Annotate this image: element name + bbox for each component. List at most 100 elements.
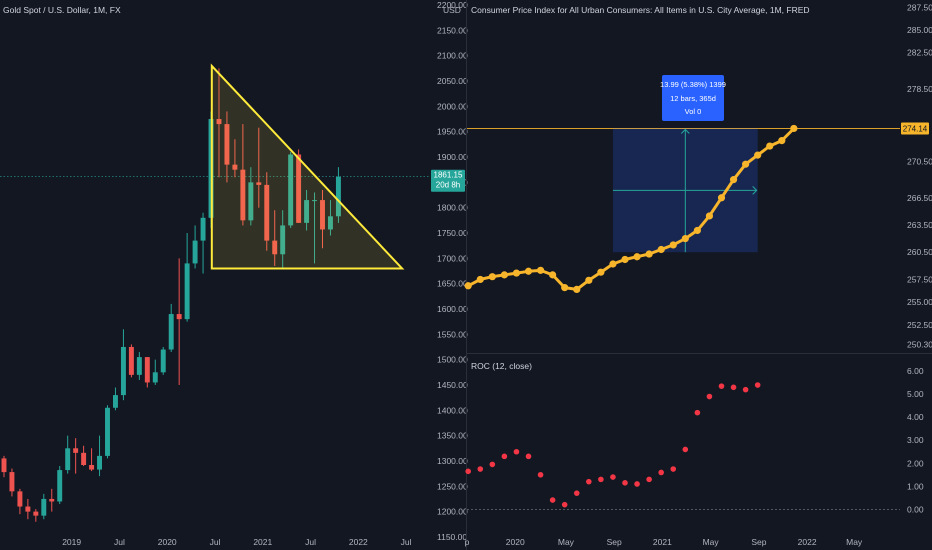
roc-y-tick-label: 4.00 — [907, 412, 924, 422]
gold-y-tick-label: 1400.00 — [437, 405, 468, 415]
gold-y-tick-label: 1950.00 — [437, 127, 468, 137]
gold-candle-body — [200, 217, 206, 241]
roc-y-tick-label: 6.00 — [907, 366, 924, 376]
gold-candle-body — [65, 448, 71, 471]
cpi-data-point — [585, 276, 593, 284]
gold-candle-body — [97, 455, 103, 470]
gold-candle-body — [73, 448, 79, 453]
cpi-data-point — [561, 283, 569, 292]
gold-currency-label: USD — [443, 5, 461, 15]
triangle-pattern[interactable] — [210, 63, 405, 270]
roc-y-axis: 0.00 1.00 2.00 3.00 4.00 5.00 6.00 — [907, 366, 924, 514]
gold-y-tick-label: 1700.00 — [437, 253, 468, 263]
roc-data-point — [622, 480, 628, 486]
cpi-data-point — [645, 250, 653, 258]
gold-candle-body — [160, 349, 166, 373]
gold-candle-body — [33, 511, 39, 516]
roc-data-point — [525, 453, 532, 460]
cpi-x-tick-label: 2022 — [798, 537, 817, 547]
cpi-y-tick-label: 263.50 — [907, 220, 932, 230]
roc-panel: ROC (12, close) 0.00 1.00 2.00 3.00 4.00 5.00… — [465, 361, 924, 547]
gold-x-tick-label: 2020 — [158, 537, 177, 547]
gold-y-tick-label: 1650.00 — [437, 279, 468, 289]
measure-label: 13.99 (5.38%) 1399 12 bars, 365d Vol 0 — [660, 75, 726, 121]
gold-candle-body — [105, 407, 110, 456]
gold-y-tick-label: 1600.00 — [437, 304, 468, 314]
gold-y-tick-label: 2150.00 — [437, 25, 468, 35]
cpi-data-point — [524, 267, 533, 275]
gold-y-tick-label: 1350.00 — [437, 431, 468, 441]
gold-candle-body — [176, 314, 182, 320]
roc-y-tick-label: 2.00 — [907, 458, 924, 468]
roc-data-point — [501, 453, 508, 460]
gold-y-tick-label: 2100.00 — [437, 51, 468, 61]
roc-data-point — [489, 461, 496, 468]
gold-candle-body — [81, 452, 87, 466]
measure-change: 13.99 (5.38%) 1399 — [660, 80, 726, 89]
roc-data-point — [598, 476, 604, 483]
cpi-y-axis: 250.30 252.50 255.00 257.50 260.50 263.50 266.… — [907, 2, 932, 349]
cpi-last-value-tag-text: 274.14 — [903, 124, 928, 133]
roc-data-point — [754, 382, 761, 388]
cpi-x-axis: p 2020 May Sep 2021 May Sep 2022 May — [465, 537, 863, 547]
cpi-data-point — [754, 151, 762, 159]
gold-candle-body — [144, 357, 150, 383]
roc-y-tick-label: 0.00 — [907, 504, 924, 514]
cpi-data-point — [717, 194, 726, 202]
gold-price-tag-box — [431, 169, 465, 192]
gold-candle-body — [152, 372, 158, 383]
cpi-data-point — [512, 269, 521, 277]
cpi-data-point — [621, 255, 629, 264]
gold-panel: Gold Spot / U.S. Dollar, 1M, FX USD 1150… — [0, 0, 468, 547]
roc-data-point — [730, 384, 737, 391]
cpi-last-value-tag-box — [901, 122, 929, 135]
roc-data-point — [718, 383, 725, 389]
gold-candle-body — [57, 470, 63, 502]
cpi-x-tick-label: Sep — [607, 537, 622, 547]
gold-x-tick-label: 2022 — [349, 537, 368, 547]
cpi-data-point — [476, 275, 484, 284]
gold-candle-body — [216, 119, 222, 125]
roc-data-point — [561, 501, 568, 508]
cpi-data-point — [669, 241, 677, 249]
cpi-y-tick-label: 250.30 — [907, 340, 932, 350]
gold-candle-body — [335, 176, 341, 217]
gold-chart-title: Gold Spot / U.S. Dollar, 1M, FX — [3, 5, 121, 15]
cpi-y-tick-label: 282.50 — [907, 48, 932, 58]
gold-y-tick-label: 1900.00 — [437, 152, 468, 162]
roc-data-point — [537, 471, 544, 478]
cpi-y-tick-label: 270.50 — [907, 156, 932, 166]
gold-candle-body — [288, 154, 294, 226]
gold-candle-body — [320, 200, 325, 230]
cpi-y-tick-label: 255.00 — [907, 297, 932, 307]
cpi-y-tick-label: 287.50 — [907, 2, 932, 12]
measure-label-box — [662, 75, 724, 121]
cpi-x-tick-label: Sep — [751, 537, 766, 547]
measure-volume: Vol 0 — [685, 107, 702, 116]
gold-y-tick-label: 2200.00 — [437, 0, 468, 10]
gold-candle-body — [312, 200, 318, 202]
cpi-y-tick-label: 266.50 — [907, 193, 932, 203]
gold-y-tick-label: 2050.00 — [437, 76, 468, 86]
gold-x-tick-label: Jul — [305, 537, 316, 547]
roc-y-tick-label: 5.00 — [907, 389, 924, 399]
gold-candle-body — [89, 465, 95, 470]
gold-y-tick-label: 1550.00 — [437, 329, 468, 339]
gold-x-tick-label: Jul — [210, 537, 221, 547]
cpi-x-tick-label: 2021 — [653, 537, 672, 547]
gold-candle-body — [1, 458, 7, 473]
cpi-x-tick-label: 2020 — [506, 537, 525, 547]
gold-candle-body — [168, 314, 174, 350]
gold-candle-body — [304, 200, 310, 223]
roc-data-point — [694, 409, 701, 416]
roc-data-point — [610, 474, 616, 480]
gold-candle-body — [128, 346, 134, 375]
gold-x-axis: 2019 Jul 2020 Jul 2021 Jul 2022 Jul — [62, 537, 411, 547]
roc-data-point — [465, 468, 472, 475]
cpi-chart-title: Consumer Price Index for All Urban Consu… — [471, 5, 810, 15]
gold-candle-body — [248, 182, 254, 221]
cpi-data-point — [536, 266, 545, 274]
gold-candle-body — [232, 164, 238, 170]
gold-candle-body — [120, 346, 126, 396]
gold-y-tick-label: 1300.00 — [437, 456, 468, 466]
